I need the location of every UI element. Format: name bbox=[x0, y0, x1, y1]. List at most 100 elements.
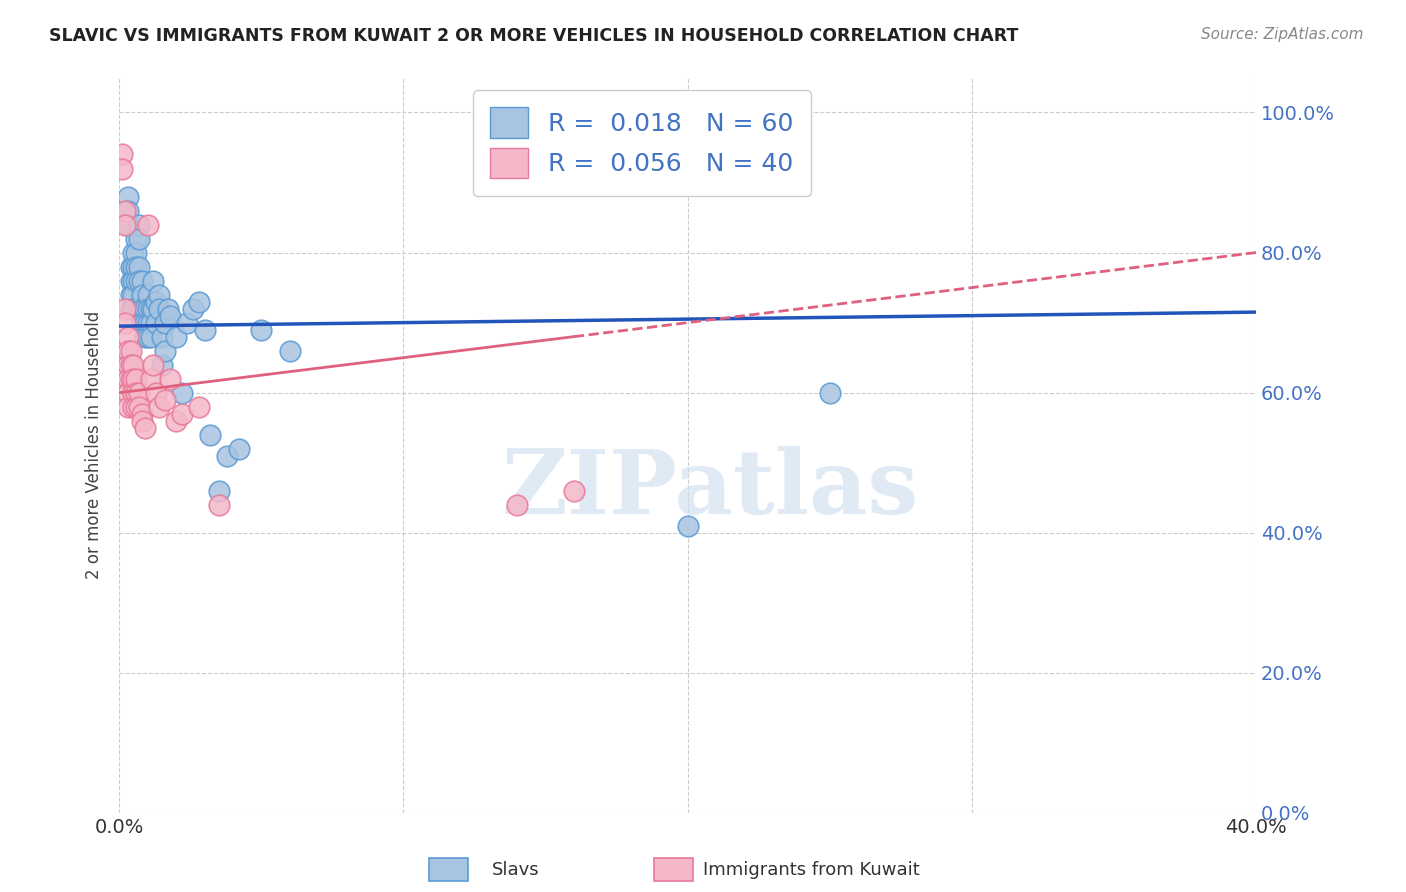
Point bbox=[228, 442, 250, 456]
Point bbox=[128, 274, 150, 288]
Point bbox=[125, 245, 148, 260]
Point bbox=[181, 301, 204, 316]
Point bbox=[120, 372, 142, 386]
Legend: R =  0.018   N = 60, R =  0.056   N = 40: R = 0.018 N = 60, R = 0.056 N = 40 bbox=[472, 90, 811, 196]
Point bbox=[165, 329, 187, 343]
Point bbox=[150, 358, 173, 372]
Point bbox=[131, 414, 153, 428]
Point bbox=[159, 372, 181, 386]
Point bbox=[120, 343, 142, 358]
Y-axis label: 2 or more Vehicles in Household: 2 or more Vehicles in Household bbox=[86, 311, 103, 579]
Point bbox=[562, 483, 585, 498]
Point bbox=[117, 400, 139, 414]
Point bbox=[117, 329, 139, 343]
Point bbox=[170, 385, 193, 400]
Point bbox=[131, 287, 153, 301]
Point bbox=[128, 400, 150, 414]
Point bbox=[159, 309, 181, 323]
Point bbox=[117, 343, 139, 358]
Point bbox=[117, 385, 139, 400]
Point bbox=[117, 189, 139, 203]
Point bbox=[170, 407, 193, 421]
Point bbox=[122, 385, 145, 400]
Point bbox=[120, 287, 142, 301]
Point bbox=[125, 400, 148, 414]
Point bbox=[139, 316, 162, 330]
Point bbox=[193, 323, 215, 337]
Point bbox=[148, 287, 170, 301]
Point bbox=[150, 329, 173, 343]
Point bbox=[111, 147, 134, 161]
Point bbox=[114, 203, 136, 218]
Point bbox=[122, 400, 145, 414]
Point bbox=[111, 161, 134, 176]
Point bbox=[117, 358, 139, 372]
Point bbox=[134, 301, 156, 316]
Point bbox=[134, 316, 156, 330]
Point bbox=[128, 231, 150, 245]
Point bbox=[208, 483, 231, 498]
Point bbox=[114, 301, 136, 316]
Point bbox=[125, 260, 148, 274]
Point bbox=[187, 400, 209, 414]
Point bbox=[114, 316, 136, 330]
Text: Immigrants from Kuwait: Immigrants from Kuwait bbox=[703, 861, 920, 879]
Point bbox=[128, 218, 150, 232]
Point bbox=[139, 372, 162, 386]
Point bbox=[208, 498, 231, 512]
Point bbox=[145, 316, 167, 330]
Point bbox=[278, 343, 301, 358]
Point bbox=[148, 400, 170, 414]
Text: SLAVIC VS IMMIGRANTS FROM KUWAIT 2 OR MORE VEHICLES IN HOUSEHOLD CORRELATION CHA: SLAVIC VS IMMIGRANTS FROM KUWAIT 2 OR MO… bbox=[49, 27, 1018, 45]
Point bbox=[145, 385, 167, 400]
Point bbox=[125, 274, 148, 288]
Point bbox=[117, 203, 139, 218]
Point bbox=[176, 316, 198, 330]
Point bbox=[136, 218, 159, 232]
Point bbox=[142, 274, 165, 288]
Text: ZIPatlas: ZIPatlas bbox=[502, 446, 920, 533]
Text: Slavs: Slavs bbox=[492, 861, 540, 879]
Point bbox=[139, 301, 162, 316]
Point bbox=[136, 287, 159, 301]
Point bbox=[122, 245, 145, 260]
Point bbox=[818, 385, 841, 400]
Point bbox=[120, 260, 142, 274]
Point bbox=[136, 301, 159, 316]
Point bbox=[125, 385, 148, 400]
Point bbox=[136, 316, 159, 330]
Point bbox=[125, 372, 148, 386]
Point bbox=[156, 301, 179, 316]
Point bbox=[217, 449, 239, 463]
Point bbox=[142, 301, 165, 316]
Point bbox=[128, 385, 150, 400]
Point bbox=[250, 323, 273, 337]
Point bbox=[125, 231, 148, 245]
Point bbox=[148, 301, 170, 316]
Point bbox=[676, 518, 699, 533]
Point bbox=[114, 218, 136, 232]
Point bbox=[131, 316, 153, 330]
Point bbox=[506, 498, 529, 512]
Point bbox=[187, 294, 209, 309]
Point bbox=[122, 260, 145, 274]
Text: Source: ZipAtlas.com: Source: ZipAtlas.com bbox=[1201, 27, 1364, 42]
Point bbox=[117, 218, 139, 232]
Point bbox=[200, 427, 222, 442]
Point bbox=[153, 316, 176, 330]
Point bbox=[139, 329, 162, 343]
Point bbox=[131, 301, 153, 316]
Point bbox=[120, 274, 142, 288]
Point bbox=[153, 392, 176, 407]
Point bbox=[134, 420, 156, 434]
Point bbox=[122, 372, 145, 386]
Point bbox=[136, 329, 159, 343]
Point bbox=[122, 358, 145, 372]
Point bbox=[153, 343, 176, 358]
Point bbox=[131, 407, 153, 421]
Point bbox=[142, 358, 165, 372]
Point bbox=[131, 274, 153, 288]
Point bbox=[122, 287, 145, 301]
Point bbox=[134, 329, 156, 343]
Point bbox=[122, 301, 145, 316]
